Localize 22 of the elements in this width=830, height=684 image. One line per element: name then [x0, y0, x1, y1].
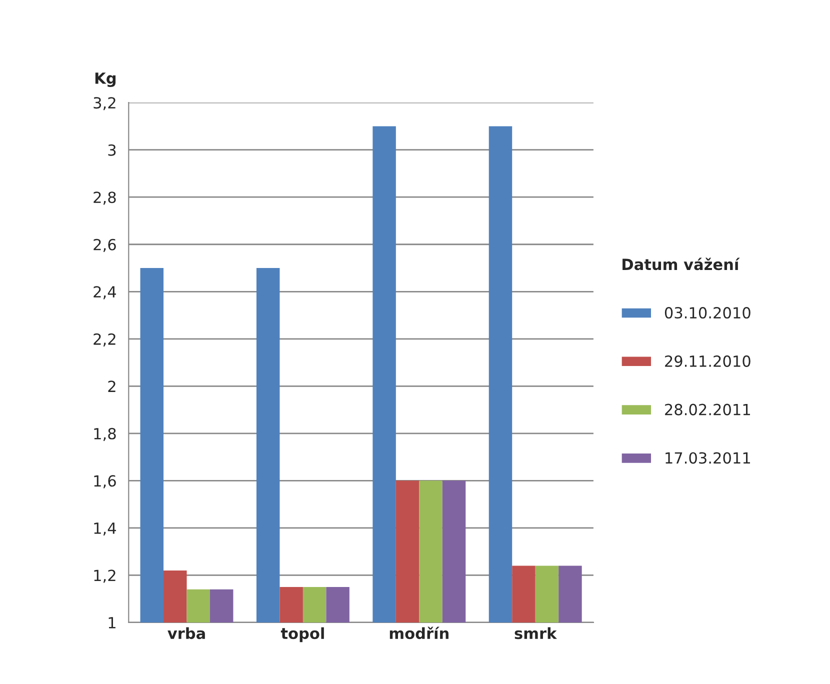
y-tick-label: 2,2	[94, 333, 116, 346]
legend-title: Datum vážení	[622, 258, 740, 270]
legend-label: 29.11.2010	[665, 355, 750, 367]
legend-label: 03.10.2010	[664, 307, 750, 319]
x-tick-label: smrk	[514, 627, 557, 640]
y-tick-label: 1,6	[94, 475, 116, 488]
y-tick-label: 2,6	[94, 238, 116, 252]
y-axis-title: Kg	[95, 72, 116, 88]
y-tick-label: 1	[108, 617, 116, 628]
x-tick-label: vrba	[168, 627, 205, 640]
legend-label: 17.03.2011	[666, 452, 750, 464]
y-tick-label: 3	[108, 144, 116, 156]
y-tick-label: 2	[108, 380, 116, 392]
x-tick-label: modřín	[390, 626, 448, 640]
y-tick-label: 2,4	[94, 286, 116, 300]
y-tick-label: 1,2	[94, 570, 116, 583]
y-tick-label: 1,4	[94, 522, 116, 536]
legend-label: 28.02.2011	[665, 404, 750, 416]
y-tick-label: 1,8	[94, 428, 116, 441]
y-tick-label: 2,8	[94, 192, 116, 205]
x-tick-label: topol	[280, 627, 324, 642]
y-tick-label: 3,2	[94, 97, 116, 110]
